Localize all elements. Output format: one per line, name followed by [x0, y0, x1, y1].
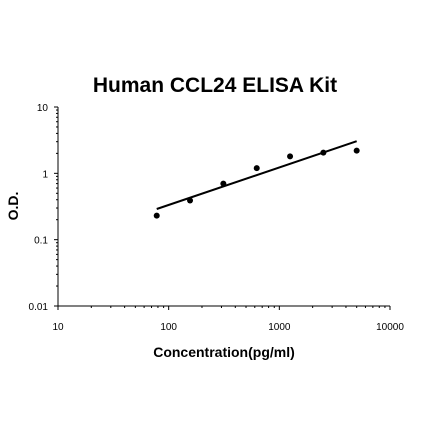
y-tick-label: 1: [42, 169, 48, 180]
fit-line-group: [156, 140, 358, 210]
data-point: [320, 149, 327, 156]
data-point: [153, 212, 160, 219]
x-tick-label: 10: [52, 322, 64, 333]
data-point: [253, 165, 260, 172]
x-tick-label: 100: [160, 322, 177, 333]
axes: [57, 107, 390, 307]
data-point: [287, 153, 294, 160]
x-tick-label: 1000: [268, 322, 291, 333]
chart-title: Human CCL24 ELISA Kit: [93, 74, 337, 97]
x-axis-label: Concentration(pg/ml): [153, 344, 295, 360]
data-point: [353, 147, 360, 154]
data-points: [153, 147, 360, 219]
y-axis-label: O.D.: [5, 192, 21, 221]
y-tick-label: 0.01: [29, 302, 49, 313]
x-tick-label: 10000: [376, 322, 404, 333]
axis-ticks: 0.01 0.1 1 10 10 100 1000 10000: [29, 103, 405, 333]
fit-line: [156, 140, 358, 210]
data-point: [187, 197, 194, 204]
y-tick-label: 0.1: [34, 236, 48, 247]
y-tick-label: 10: [37, 103, 49, 114]
data-point: [220, 180, 227, 187]
